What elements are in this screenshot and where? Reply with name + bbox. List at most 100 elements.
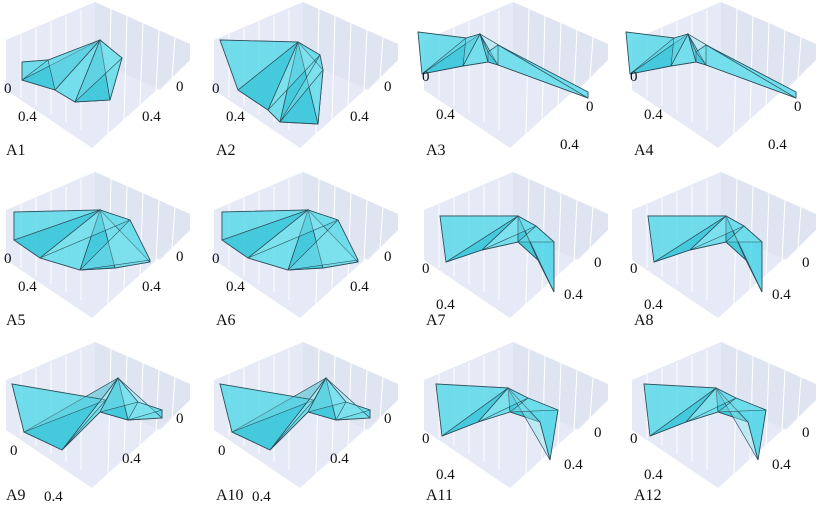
surface-facet [509,397,559,413]
gridline [781,369,786,433]
surface-facet [47,39,101,91]
panel-label: A8 [634,312,654,329]
surface-facet [127,401,164,421]
gridline [765,192,770,277]
surface-facet [79,219,151,271]
surface [11,376,164,451]
gridline [171,376,176,419]
surface-facet [247,209,339,259]
surface [13,208,151,271]
panel-a11: 0 0.4 0 0.4 A11 [418,340,626,509]
plot-3d-a4 [625,2,816,148]
surface-facet [481,215,537,251]
tick-right-0-4: 0.4 [350,109,369,125]
tick-left-0-4: 0.4 [252,489,271,505]
panel-label: A3 [426,142,446,159]
panel-a4: 0 0.4 0 0.4 A4 [625,0,834,169]
surface-facet [687,33,697,63]
tick-right-0-4: 0.4 [564,457,583,473]
panel-a3: 0 0.4 0 0.4 A3 [417,0,626,169]
surface [643,383,767,461]
surface-facet [287,219,359,271]
gridline [347,22,352,107]
gridline [797,376,802,419]
gridline [557,22,562,107]
surface-facet [497,44,589,99]
surface [625,31,797,99]
panel-a2: 0 0.4 0 0.4 A2 [208,0,416,169]
surface-facet [517,215,555,293]
tick-right-0: 0 [384,249,392,265]
surface-facet [219,39,299,91]
surface-facet [717,397,767,413]
tick-right-0-4: 0.4 [768,137,787,153]
tick-left-0: 0 [10,443,18,459]
tick-right-0: 0 [594,425,602,441]
gridline [363,369,368,433]
tick-left-0: 0 [4,251,12,267]
gridline [139,22,144,107]
plot-3d-a1 [6,2,190,148]
tick-right-0: 0 [176,411,184,427]
tick-left-0: 0 [422,261,430,277]
surface [417,31,589,99]
plot-3d-a9 [6,342,190,488]
plot-3d-a6 [214,172,398,318]
gridline [379,206,384,249]
tick-left-0-4: 0.4 [644,297,663,313]
plot-3d-a8 [632,172,816,318]
tick-left-0-4: 0.4 [436,467,455,483]
surface-facet [297,41,324,125]
surface-facet [439,215,520,263]
gridline [589,376,594,419]
tick-right-0-4: 0.4 [564,287,583,303]
gridline [363,199,368,263]
panel-label: A11 [426,487,453,504]
panel-label: A2 [216,142,236,159]
panel-a9: 0 0.4 0 0.4 A9 [0,340,208,509]
panel-label: A5 [6,312,26,329]
surface-facet [715,387,759,461]
surface-facet [279,54,324,123]
plot-3d-a7 [424,172,608,318]
surface [21,38,123,103]
gridline [589,36,594,79]
gridline [573,369,578,433]
plot-3d-a12 [632,342,816,488]
panel-label: A6 [216,312,236,329]
panel-label: A1 [6,142,26,159]
plot-3d-a2 [214,2,398,148]
tick-left-0-4: 0.4 [226,279,245,295]
tick-left-0-4: 0.4 [226,109,245,125]
surface-facet [39,209,131,259]
panel-a6: 0 0.4 0 0.4 A6 [208,170,416,339]
surface-facet [307,208,359,269]
panel-label: A9 [6,487,26,504]
surface [221,208,359,271]
plot-3d-a3 [417,2,608,148]
surface-facet [517,225,555,243]
panel-label: A7 [426,312,446,329]
surface-facet [219,383,316,433]
surface-facet [325,376,371,421]
tick-right-0-4: 0.4 [142,279,161,295]
tick-left-0: 0 [212,251,220,267]
tick-left-0-4: 0.4 [18,279,37,295]
tick-right-0-4: 0.4 [142,109,161,125]
surface-facet [725,225,763,243]
surface-facet [21,59,49,81]
gridline [171,206,176,249]
tick-right-0-4: 0.4 [772,287,791,303]
gridline [781,29,786,93]
surface-facet [507,387,551,461]
surface-facet [705,44,797,99]
gridline [573,199,578,263]
tick-left-0-4: 0.4 [644,107,663,123]
tick-left-0: 0 [422,431,430,447]
surface-facet [647,215,728,263]
surface [219,39,324,125]
surface-facet [487,44,499,66]
gridline [155,29,160,93]
panel-label: A12 [634,487,662,504]
